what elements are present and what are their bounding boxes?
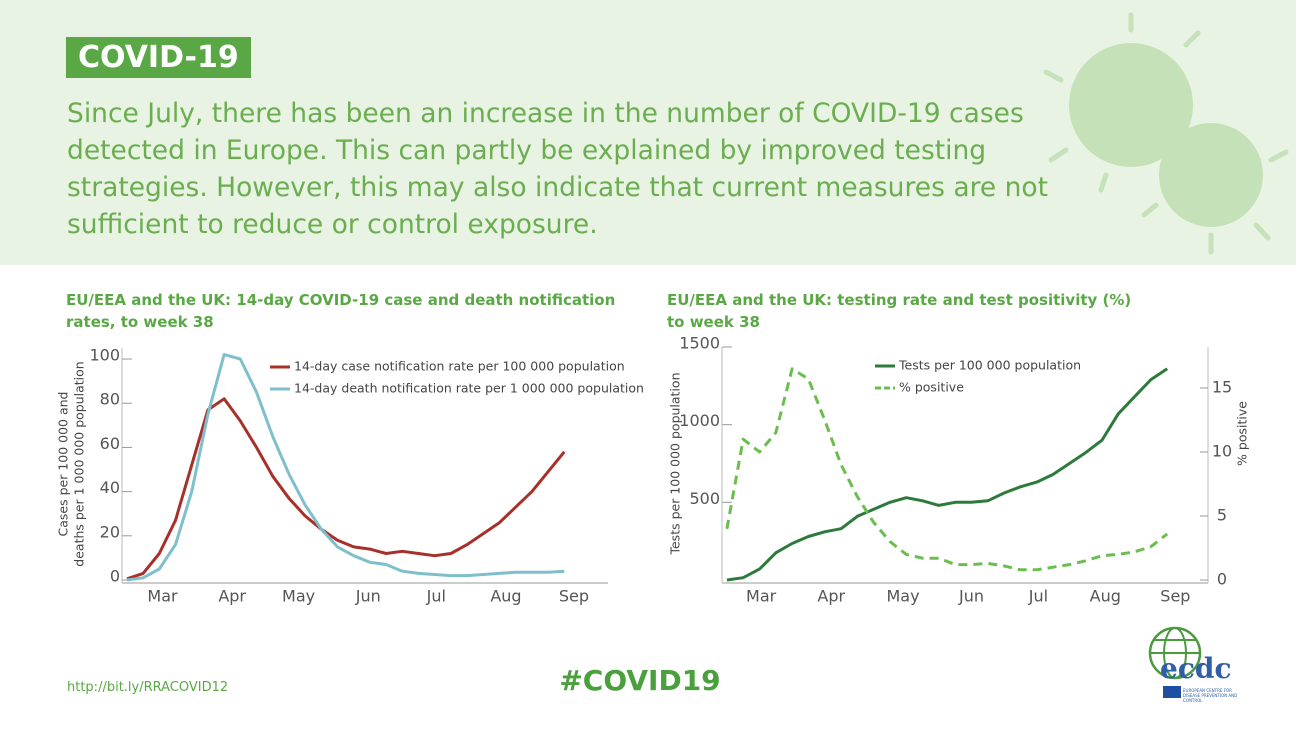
url[interactable]: http://bit.ly/RRACOVID12 — [67, 680, 229, 695]
series-line — [725, 367, 1169, 572]
x-tick-label: Aug — [1090, 587, 1121, 606]
y2-tick-label: 15 — [1212, 377, 1232, 396]
x-tick-label: Apr — [817, 587, 845, 606]
logo-globe — [1148, 626, 1202, 698]
y-tick-label: 1500 — [679, 334, 720, 353]
x-tick-label: Sep — [1160, 587, 1190, 606]
y-tick-label: 80 — [100, 390, 120, 409]
virus-decoration — [1043, 12, 1289, 255]
x-tick-label: May — [282, 587, 315, 606]
legend-label: % positive — [899, 380, 964, 395]
y-tick-label: 100 — [89, 346, 120, 365]
legend-label: 14-day case notification rate per 100 00… — [294, 359, 625, 374]
chart-title: EU/EEA and the UK: testing rate and test… — [667, 291, 1132, 331]
chart-title: EU/EEA and the UK: 14-day COVID-19 case … — [66, 291, 616, 331]
y-tick-label: 1000 — [679, 411, 720, 430]
hashtag: #COVID19 — [559, 664, 721, 697]
header: COVID-19 Since July, there has been an i… — [0, 0, 1296, 265]
y2-tick-label: 10 — [1212, 441, 1232, 460]
x-tick-label: Jul — [1028, 587, 1048, 606]
series-line — [726, 367, 1169, 582]
series-line — [126, 353, 565, 582]
y-tick-label: 0 — [110, 567, 120, 586]
y-axis-label: Tests per 100 000 population — [668, 372, 683, 555]
x-tick-label: Aug — [490, 587, 521, 606]
y-axis-label: deaths per 1 000 000 population — [72, 361, 87, 566]
y-tick-label: 60 — [100, 434, 120, 453]
legend-label: 14-day death notification rate per 1 000… — [294, 381, 644, 396]
logo-text: ecdc — [1160, 652, 1232, 685]
y-axis-label: Cases per 100 000 and — [56, 392, 71, 537]
x-tick-label: Sep — [559, 587, 589, 606]
y-tick-label: 20 — [100, 522, 120, 541]
lead-text: Since July, there has been an increase i… — [67, 98, 1049, 240]
y2-tick-label: 5 — [1217, 505, 1227, 524]
logo-subtitle: EUROPEAN CENTRE FOR DISEASE PREVENTION A… — [1183, 688, 1238, 703]
y2-tick-label: 0 — [1217, 570, 1227, 589]
badge: COVID-19 — [66, 37, 251, 78]
y-tick-label: 500 — [689, 489, 720, 508]
x-tick-label: Jun — [958, 587, 984, 606]
x-tick-label: Apr — [218, 587, 246, 606]
x-tick-label: Mar — [147, 587, 178, 606]
series-line — [126, 397, 566, 581]
x-tick-label: Jul — [426, 587, 446, 606]
x-tick-label: Jun — [355, 587, 381, 606]
x-tick-label: May — [886, 587, 919, 606]
y-tick-label: 40 — [100, 478, 120, 497]
x-tick-label: Mar — [746, 587, 777, 606]
legend-label: Tests per 100 000 population — [898, 358, 1081, 373]
y2-axis-label: % positive — [1235, 401, 1250, 466]
